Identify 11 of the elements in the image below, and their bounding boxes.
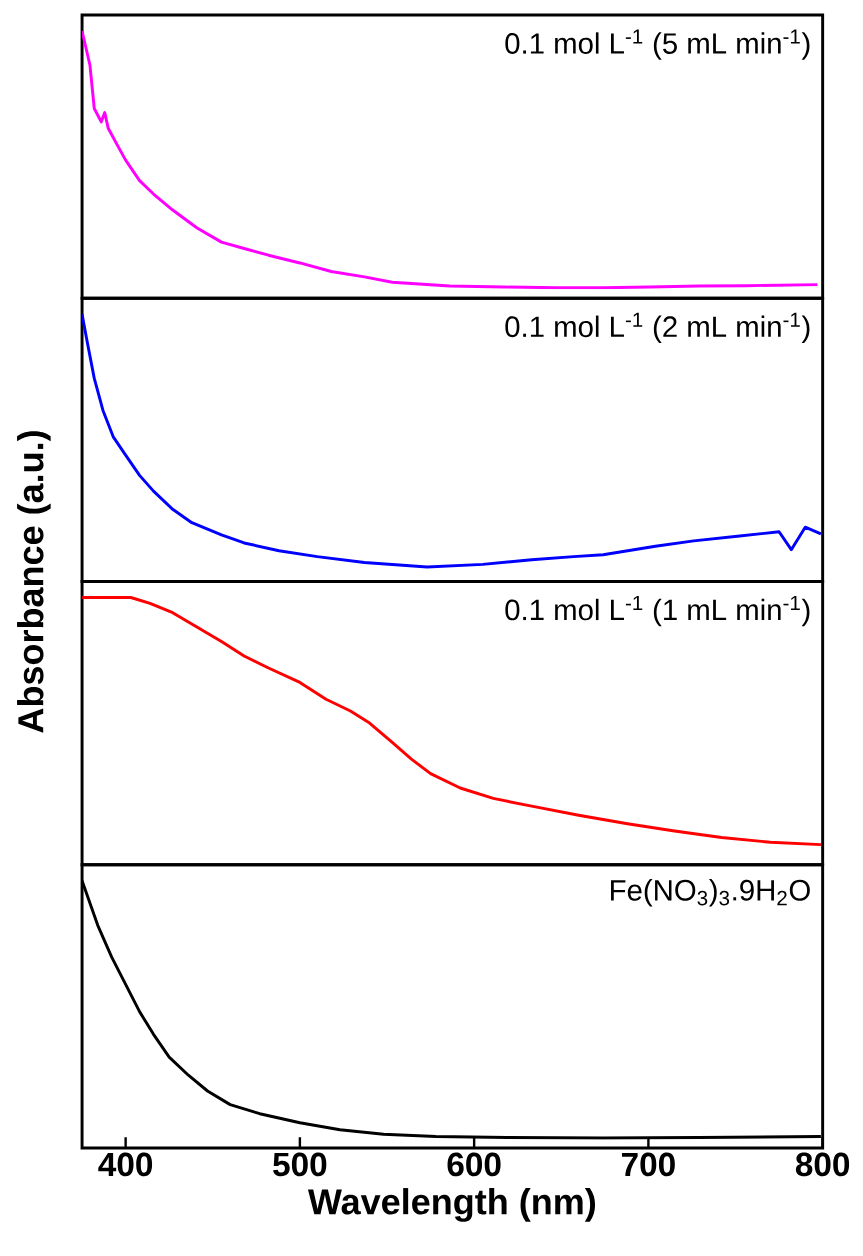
text: 0.1 mol L$^{-1}$ (5 mL min$^{-1}$) xyxy=(505,29,810,60)
text: 0.1 mol L$^{-1}$ (2 mL min$^{-1}$) xyxy=(505,312,810,343)
y-axis-title: Absorbance (a.u.) xyxy=(17,431,51,733)
x-axis-title: Wavelength (nm) xyxy=(308,1188,596,1222)
x-tick-label: 700 xyxy=(622,1152,675,1177)
text: 0.1 mol L$^{-1}$ (1 mL min$^{-1}$) xyxy=(505,595,810,627)
x-tick-label: 500 xyxy=(273,1152,327,1177)
x-tick-label: 800 xyxy=(796,1152,850,1177)
x-tick-label: 400 xyxy=(98,1152,153,1177)
text: Fe(NO$_{3}$)$_{3}$.9H$_{2}$O xyxy=(611,879,811,907)
x-tick-label: 600 xyxy=(447,1152,501,1177)
